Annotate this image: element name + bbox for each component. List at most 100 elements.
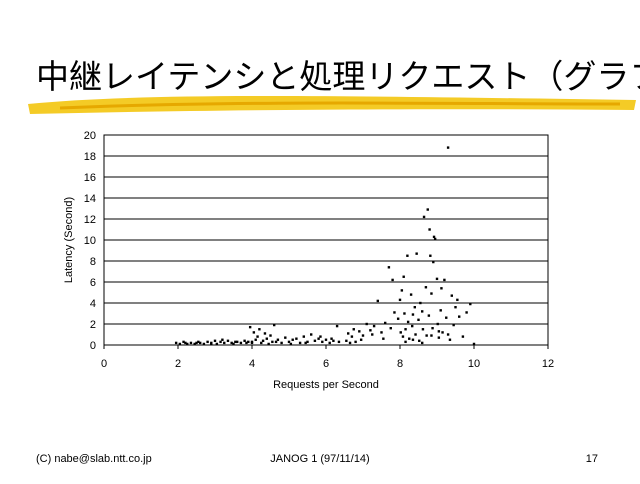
scatter-point [414, 333, 417, 336]
scatter-point [252, 331, 256, 334]
scatter-point [174, 341, 178, 345]
scatter-point [310, 333, 313, 336]
scatter-point [230, 341, 233, 345]
scatter-point [361, 334, 365, 337]
scatter-point [234, 340, 237, 344]
scatter-point [371, 333, 374, 336]
y-tick-label: 10 [84, 235, 96, 247]
scatter-point [400, 289, 404, 292]
scatter-point [454, 306, 457, 309]
scatter-point [210, 342, 213, 346]
scatter-point [284, 336, 287, 339]
scatter-point [406, 254, 409, 257]
scatter-point [430, 292, 433, 295]
scatter-point [184, 341, 187, 345]
scatter-point [347, 332, 350, 335]
scatter-point [260, 341, 263, 345]
scatter-point [426, 208, 429, 211]
scatter-point [456, 298, 459, 302]
scatter-point [302, 335, 305, 338]
title-underline [28, 96, 636, 114]
scatter-point [298, 341, 302, 345]
scatter-point [256, 335, 259, 338]
scatter-point [440, 287, 443, 290]
scatter-point [439, 309, 442, 312]
scatter-point [413, 306, 416, 309]
scatter-point [280, 341, 283, 345]
scatter-point [258, 328, 261, 331]
scatter-point [348, 341, 352, 345]
scatter-point [352, 328, 355, 331]
scatter-point [317, 337, 320, 340]
scatter-point [197, 340, 200, 344]
scatter-point [221, 338, 224, 341]
scatter-point [369, 329, 372, 332]
footer-center: JANOG 1 (97/11/14) [270, 453, 369, 465]
scatter-point [415, 252, 418, 255]
scatter-point [396, 317, 400, 320]
scatter-point [404, 340, 407, 344]
scatter-point [274, 340, 278, 344]
scatter-point [450, 294, 453, 297]
scatter-point [289, 342, 293, 346]
y-tick-label: 0 [90, 340, 96, 352]
scatter-point [321, 340, 324, 344]
scatter-point [254, 338, 257, 341]
scatter-point [452, 323, 455, 327]
scatter-point [273, 323, 276, 327]
scatter-point [330, 337, 333, 340]
x-tick-label: 6 [323, 358, 329, 370]
slide-title: 中継レイテンシと処理リクエスト（グラフ） [36, 57, 640, 96]
scatter-point [428, 228, 431, 231]
y-tick-label: 20 [84, 130, 96, 142]
scatter-point [335, 324, 339, 328]
scatter-point [358, 330, 361, 333]
scatter-point [384, 321, 387, 325]
scatter-point [239, 341, 243, 345]
y-tick-label: 14 [84, 193, 96, 205]
scatter-point [421, 310, 424, 313]
y-tick-label: 16 [84, 172, 96, 184]
scatter-point [399, 331, 402, 334]
scatter-point [437, 336, 441, 339]
scatter-point [267, 342, 270, 346]
scatter-point [319, 335, 322, 338]
x-axis-label: Requests per Second [273, 379, 379, 391]
scatter-point [431, 327, 434, 330]
scatter-point [436, 322, 439, 326]
scatter-point [265, 337, 268, 340]
scatter-point [195, 341, 198, 345]
y-tick-label: 8 [90, 256, 96, 268]
scatter-point [382, 337, 385, 340]
scatter-point [206, 340, 209, 344]
scatter-point [408, 337, 411, 340]
scatter-point [223, 341, 226, 345]
plot-area [103, 134, 549, 349]
scatter-point [465, 311, 468, 314]
x-tick-label: 4 [249, 358, 255, 370]
scatter-point [445, 316, 448, 319]
scatter-point [291, 338, 294, 341]
scatter-point [446, 146, 450, 149]
title-underline-stroke [59, 101, 621, 110]
scatter-point [432, 260, 435, 264]
scatter-point [313, 339, 317, 342]
scatter-point [417, 318, 420, 321]
scatter-point [469, 302, 472, 306]
scatter-point [178, 342, 182, 346]
scatter-point [389, 327, 392, 330]
scatter-point [304, 341, 307, 345]
scatter-point [250, 341, 254, 345]
scatter-point [387, 266, 391, 269]
scatter-point [433, 237, 437, 241]
scatter-point [261, 339, 265, 342]
scatter-point [421, 341, 424, 345]
scatter-point [213, 339, 217, 342]
scatter-point [243, 339, 246, 342]
scatter-point [376, 299, 379, 303]
scatter-point [441, 331, 444, 334]
scatter-point [263, 332, 267, 335]
page-number: 17 [586, 453, 598, 465]
scatter-point [461, 335, 465, 338]
